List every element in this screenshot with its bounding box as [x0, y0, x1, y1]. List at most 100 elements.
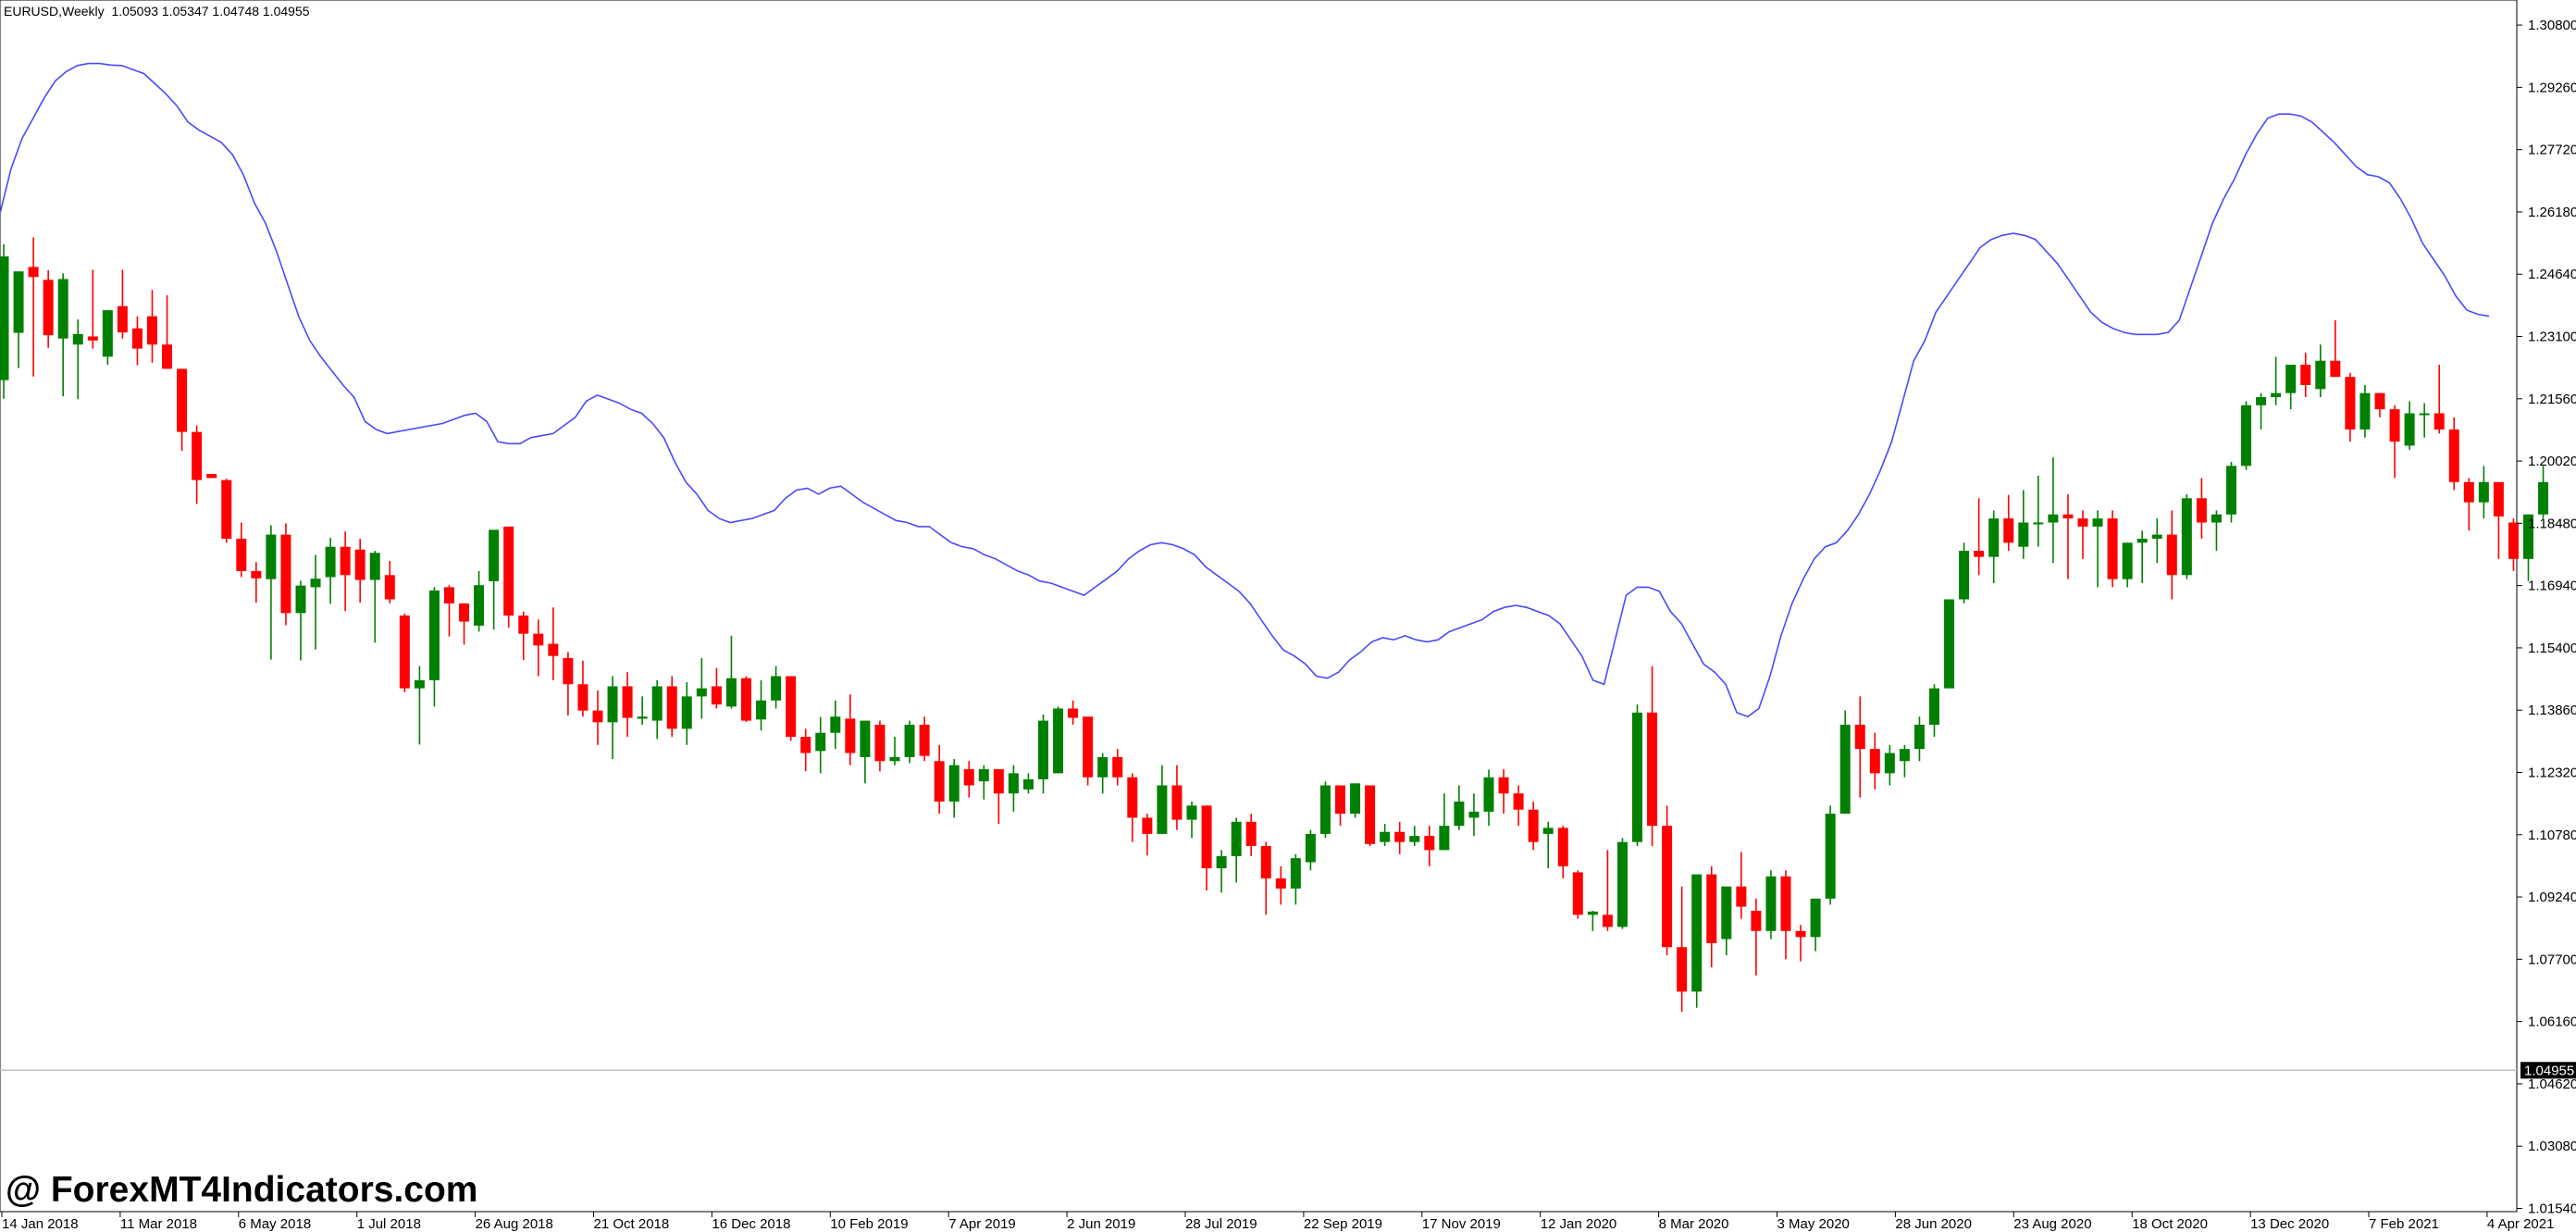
candle — [2181, 493, 2192, 579]
candle-body — [474, 585, 485, 626]
candle — [295, 580, 306, 661]
candle-body — [87, 336, 98, 341]
candle — [13, 271, 24, 368]
candle — [1186, 801, 1197, 839]
current-price-label: 1.04955 — [2524, 1063, 2574, 1078]
candle-body — [1157, 785, 1168, 834]
candle — [1068, 700, 1079, 725]
candle — [889, 737, 900, 765]
indicator-line-layer — [0, 62, 2490, 718]
candle-body — [889, 756, 900, 762]
price-tick-label: 1.13860 — [2528, 703, 2576, 718]
candle-body — [1691, 874, 1703, 992]
candle-body — [2062, 514, 2074, 519]
candle-body — [131, 328, 142, 349]
candle-body — [2033, 522, 2044, 525]
candle — [2315, 344, 2326, 398]
candle-body — [1587, 911, 1598, 915]
candle-body — [236, 538, 247, 571]
candle-body — [2018, 522, 2029, 547]
candle — [280, 523, 291, 626]
candle — [1913, 716, 1925, 762]
candle — [251, 562, 262, 604]
candle-body — [2330, 360, 2341, 378]
candle — [904, 720, 915, 764]
candle-body — [2285, 365, 2297, 393]
candle — [1632, 704, 1642, 847]
candle — [1022, 773, 1034, 794]
candle — [474, 570, 485, 632]
candle-body — [1913, 724, 1925, 750]
chart-header: EURUSD,Weekly 1.05093 1.05347 1.04748 1.… — [4, 4, 310, 19]
time-tick-label: 28 Jun 2020 — [1895, 1216, 1972, 1232]
candle-body — [1706, 874, 1717, 943]
candle — [2300, 352, 2311, 398]
price-tick-label: 1.29260 — [2528, 80, 2576, 95]
candle-body — [2256, 397, 2267, 405]
time-axis[interactable]: 14 Jan 2018 11 Mar 2018 6 May 2018 1 Jul 20… — [1, 1212, 2554, 1232]
candle-body — [1142, 817, 1153, 834]
candle-body — [2508, 522, 2519, 559]
candle-body — [2151, 534, 2162, 539]
candle-body — [874, 724, 886, 762]
candle-body — [577, 684, 588, 711]
candle-body — [384, 575, 395, 600]
price-tick-label: 1.07700 — [2528, 952, 2576, 967]
candle-body — [2493, 481, 2504, 516]
candle — [1008, 765, 1019, 812]
candle-body — [2434, 413, 2445, 430]
candle — [1884, 744, 1895, 786]
candle — [1127, 773, 1138, 842]
candle-body — [2374, 392, 2385, 410]
candle-body — [1528, 809, 1539, 842]
candle-body — [622, 686, 633, 718]
candle — [1647, 666, 1658, 847]
candle-body — [1245, 821, 1257, 847]
candle — [489, 529, 500, 630]
candle-body — [1959, 551, 1970, 600]
candle — [1038, 715, 1048, 794]
candle-body — [1736, 886, 1747, 907]
candle — [2508, 518, 2519, 571]
price-tick-label: 1.18480 — [2528, 516, 2576, 531]
candle-body — [369, 553, 380, 580]
candle — [399, 613, 410, 692]
candle-body — [1171, 785, 1183, 820]
candle-body — [251, 570, 262, 579]
candle — [800, 728, 811, 772]
price-tick-label: 1.10780 — [2528, 828, 2576, 843]
candle-body — [2003, 518, 2014, 543]
candle — [1542, 821, 1554, 869]
candle-body — [2463, 481, 2474, 503]
candle-body — [2181, 498, 2192, 576]
candle-body — [1677, 947, 1688, 992]
candle — [2033, 475, 2044, 547]
candle-body — [1127, 777, 1138, 818]
candle-body — [1335, 785, 1345, 815]
candle-body — [845, 718, 856, 753]
candle — [934, 744, 945, 815]
candle — [0, 243, 9, 399]
candle-body — [1454, 801, 1465, 827]
candle-body — [1483, 777, 1494, 812]
price-tick-label: 1.26180 — [2528, 205, 2576, 220]
candle-body — [2389, 409, 2400, 442]
time-tick-label: 23 Aug 2020 — [2013, 1216, 2091, 1232]
candle — [518, 611, 529, 661]
price-axis[interactable]: 1.30800 1.29260 1.27720 1.26180 1.24640 1.231… — [2517, 18, 2576, 1217]
candle — [1201, 805, 1212, 891]
candle — [236, 522, 247, 578]
candle-body — [162, 344, 173, 369]
candle-body — [340, 546, 351, 576]
candle — [2345, 372, 2356, 442]
candle-body — [1765, 876, 1777, 931]
candle — [1691, 874, 1703, 1008]
candle-body — [1097, 756, 1108, 778]
candle — [860, 720, 871, 784]
candle — [2107, 510, 2118, 588]
candle-body — [1795, 930, 1806, 938]
candle-body — [830, 716, 841, 733]
candle-body — [1810, 898, 1821, 938]
